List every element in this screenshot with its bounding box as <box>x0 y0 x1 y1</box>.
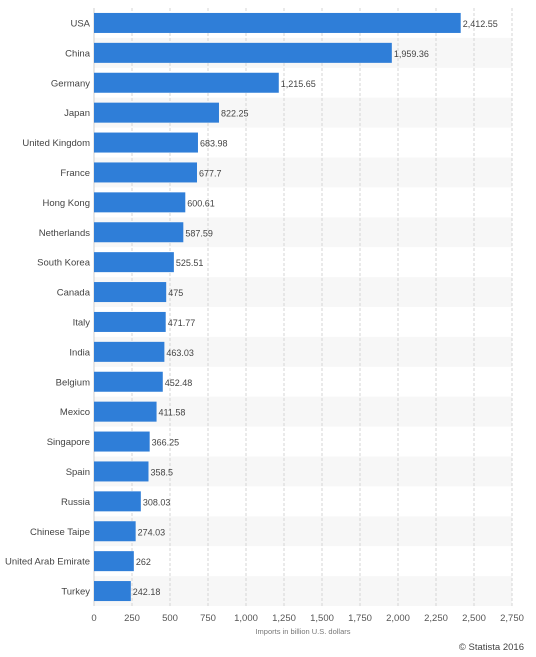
value-label: 587.59 <box>185 228 213 238</box>
value-label: 242.18 <box>133 587 161 597</box>
row-stripe <box>94 516 512 547</box>
bars <box>94 12 461 602</box>
value-label: 452.48 <box>165 378 193 388</box>
category-label: Netherlands <box>39 228 90 239</box>
category-labels: USA China Germany Japan United Kingdom France… <box>5 18 91 597</box>
x-tick-label: 1,500 <box>310 613 334 624</box>
bar <box>94 371 163 392</box>
value-label: 471.77 <box>168 318 196 328</box>
bar <box>94 132 198 153</box>
bar <box>94 282 167 303</box>
value-label: 411.58 <box>159 408 186 418</box>
category-label: Canada <box>57 288 91 299</box>
category-label: Germany <box>51 78 90 89</box>
x-tick-label: 250 <box>124 613 140 624</box>
category-label: Italy <box>73 317 91 328</box>
x-tick-label: 1,000 <box>234 613 258 624</box>
category-label: United Kingdom <box>22 138 90 149</box>
value-labels: 2,412.55 1,959.36 1,215.65 822.25 683.98 677.… <box>133 19 498 597</box>
value-label: 683.98 <box>200 139 228 149</box>
value-label: 677.7 <box>199 168 222 178</box>
category-label: Russia <box>61 497 91 508</box>
bar <box>94 551 134 572</box>
bar <box>94 401 157 422</box>
category-label: France <box>60 168 90 179</box>
category-label: Belgium <box>56 377 90 388</box>
x-tick-label: 750 <box>200 613 216 624</box>
bar <box>94 252 174 273</box>
x-tick-label: 1,250 <box>272 613 296 624</box>
row-stripe <box>94 396 512 427</box>
bar <box>94 521 136 542</box>
value-label: 262 <box>136 557 151 567</box>
value-label: 475 <box>168 288 183 298</box>
bar <box>94 431 150 452</box>
bar <box>94 72 279 93</box>
category-label: Japan <box>64 108 90 119</box>
row-stripe <box>94 576 512 606</box>
value-label: 1,215.65 <box>281 79 316 89</box>
value-label: 366.25 <box>152 438 180 448</box>
bar <box>94 461 149 482</box>
bar <box>94 192 186 213</box>
bar <box>94 491 141 512</box>
statista-credit: © Statista 2016 <box>458 642 524 653</box>
bar <box>94 102 219 123</box>
x-tick-label: 2,250 <box>424 613 448 624</box>
category-label: Singapore <box>47 437 90 448</box>
bar <box>94 42 392 63</box>
x-axis-title: Imports in billion U.S. dollars <box>255 627 350 636</box>
category-label: India <box>69 347 90 358</box>
value-label: 463.03 <box>166 348 194 358</box>
x-tick-label: 2,750 <box>500 613 524 624</box>
category-label: Spain <box>66 467 90 478</box>
value-label: 525.51 <box>176 258 204 268</box>
bar <box>94 12 461 33</box>
value-label: 1,959.36 <box>394 49 429 59</box>
category-label: Hong Kong <box>42 198 90 209</box>
row-stripe <box>94 456 512 487</box>
category-label: Turkey <box>61 587 90 598</box>
value-label: 600.61 <box>187 198 215 208</box>
value-label: 2,412.55 <box>463 19 498 29</box>
category-label: Mexico <box>60 407 90 418</box>
value-label: 822.25 <box>221 109 249 119</box>
x-tick-labels: 0 250 500 750 1,000 1,250 1,500 1,750 2,000 2,250… <box>91 613 524 624</box>
x-tick-label: 2,000 <box>386 613 410 624</box>
bar <box>94 162 198 183</box>
x-tick-label: 0 <box>91 613 96 624</box>
bar <box>94 341 165 362</box>
x-tick-label: 500 <box>162 613 178 624</box>
value-label: 358.5 <box>150 467 173 477</box>
bar <box>94 311 166 332</box>
x-tick-label: 1,750 <box>348 613 372 624</box>
category-label: Chinese Taipe <box>30 527 90 538</box>
category-label: South Korea <box>37 258 91 269</box>
category-label: United Arab Emirate <box>5 557 90 568</box>
bar <box>94 222 184 243</box>
category-label: China <box>65 48 91 59</box>
bar <box>94 581 131 602</box>
value-label: 308.03 <box>143 497 171 507</box>
x-tick-label: 2,500 <box>462 613 486 624</box>
category-label: USA <box>70 18 90 29</box>
value-label: 274.03 <box>138 527 166 537</box>
